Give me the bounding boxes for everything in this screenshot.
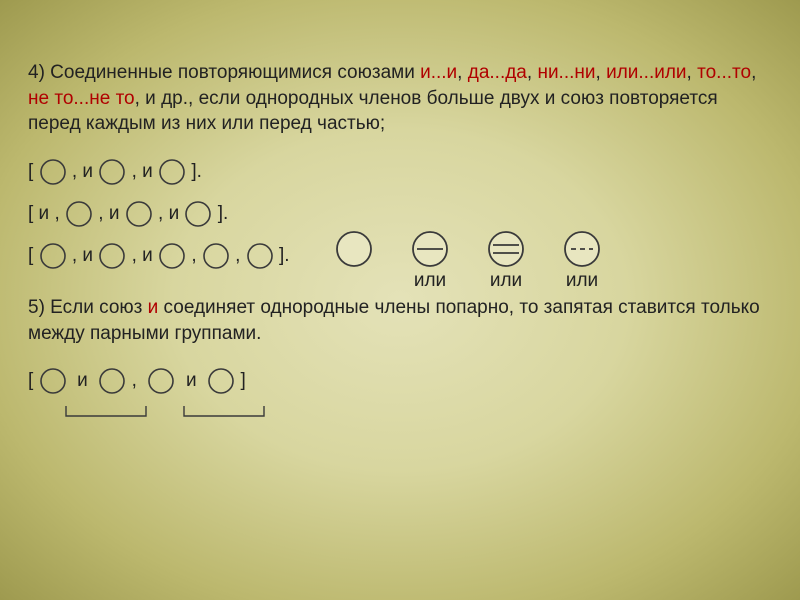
circle-two-lines-icon bbox=[487, 230, 525, 268]
rule4-conj-4: то...то bbox=[697, 62, 751, 83]
circle-icon bbox=[202, 242, 230, 270]
circle-icon bbox=[158, 158, 186, 186]
rule4-lead: 4) Соединенные повторяющимися союзами bbox=[28, 62, 420, 83]
rule4-conj-3: или...или bbox=[606, 62, 686, 83]
circle-icon bbox=[39, 367, 67, 395]
circle-icon bbox=[125, 200, 153, 228]
pair-brackets-icon bbox=[56, 404, 772, 430]
circle-icon bbox=[39, 158, 67, 186]
circle-one-line-icon bbox=[411, 230, 449, 268]
or-label-2: или bbox=[490, 270, 522, 291]
rule4-conj-2: ни...ни bbox=[537, 62, 595, 83]
circle-icon bbox=[39, 242, 67, 270]
circle-icon bbox=[147, 367, 175, 395]
rule4-text: 4) Соединенные повторяющимися союзами и.… bbox=[28, 60, 772, 137]
circle-icon bbox=[65, 200, 93, 228]
circle-icon bbox=[98, 367, 126, 395]
circle-icon bbox=[98, 158, 126, 186]
rule5-text: 5) Если союз и соединяет однородные член… bbox=[28, 295, 772, 346]
rule4-conj-0: и...и bbox=[420, 62, 457, 83]
rule4-conj-1: да...да bbox=[468, 62, 527, 83]
scheme-4b: [ и , , и , и ]. bbox=[28, 197, 772, 231]
scheme-4a: [ , и , и ]. bbox=[28, 155, 772, 189]
circle-icon bbox=[98, 242, 126, 270]
circle-icon bbox=[246, 242, 274, 270]
circle-dashed-icon bbox=[563, 230, 601, 268]
rule5-lead: 5) Если союз bbox=[28, 297, 148, 318]
or-label-3: или bbox=[566, 270, 598, 291]
scheme-5: [ и , и ] bbox=[28, 364, 772, 398]
circle-plain-icon bbox=[335, 230, 373, 268]
or-diagram: или или или bbox=[335, 230, 601, 292]
rule5-conj: и bbox=[148, 297, 159, 318]
or-label-1: или bbox=[414, 270, 446, 291]
circle-icon bbox=[158, 242, 186, 270]
circle-icon bbox=[207, 367, 235, 395]
circle-icon bbox=[184, 200, 212, 228]
rule4-conj-5: не то...не то bbox=[28, 88, 135, 109]
